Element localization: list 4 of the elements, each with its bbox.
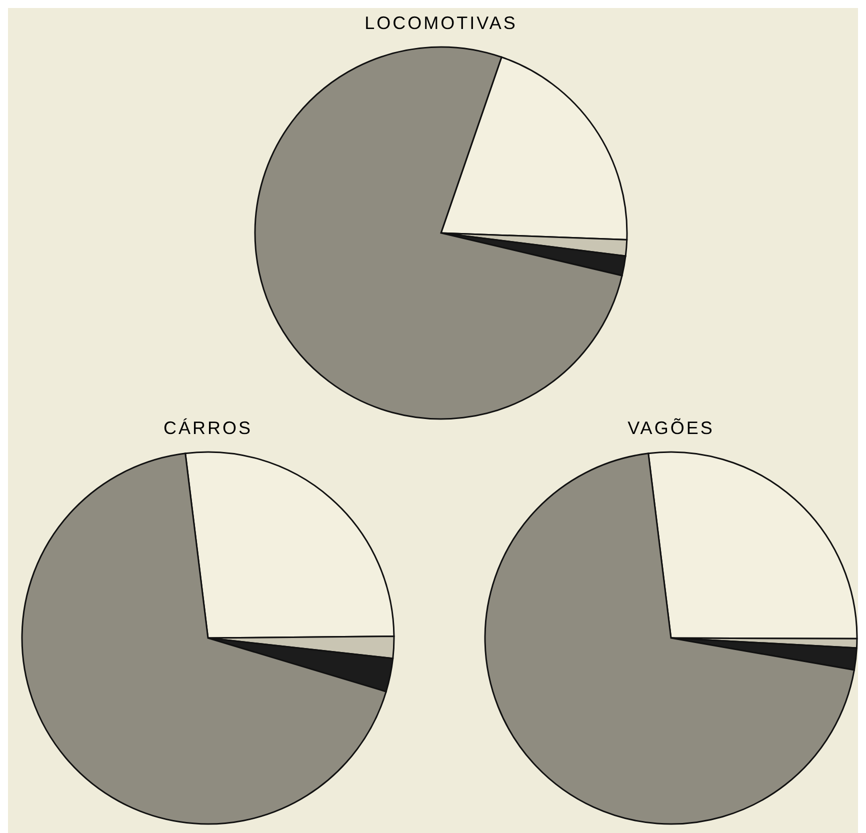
chart-title: LOCOMOTIVAS [364,12,518,35]
chart-title: CÁRROS [162,417,254,440]
pie-slice [484,452,855,825]
chart-title: VAGÕES [626,417,716,440]
